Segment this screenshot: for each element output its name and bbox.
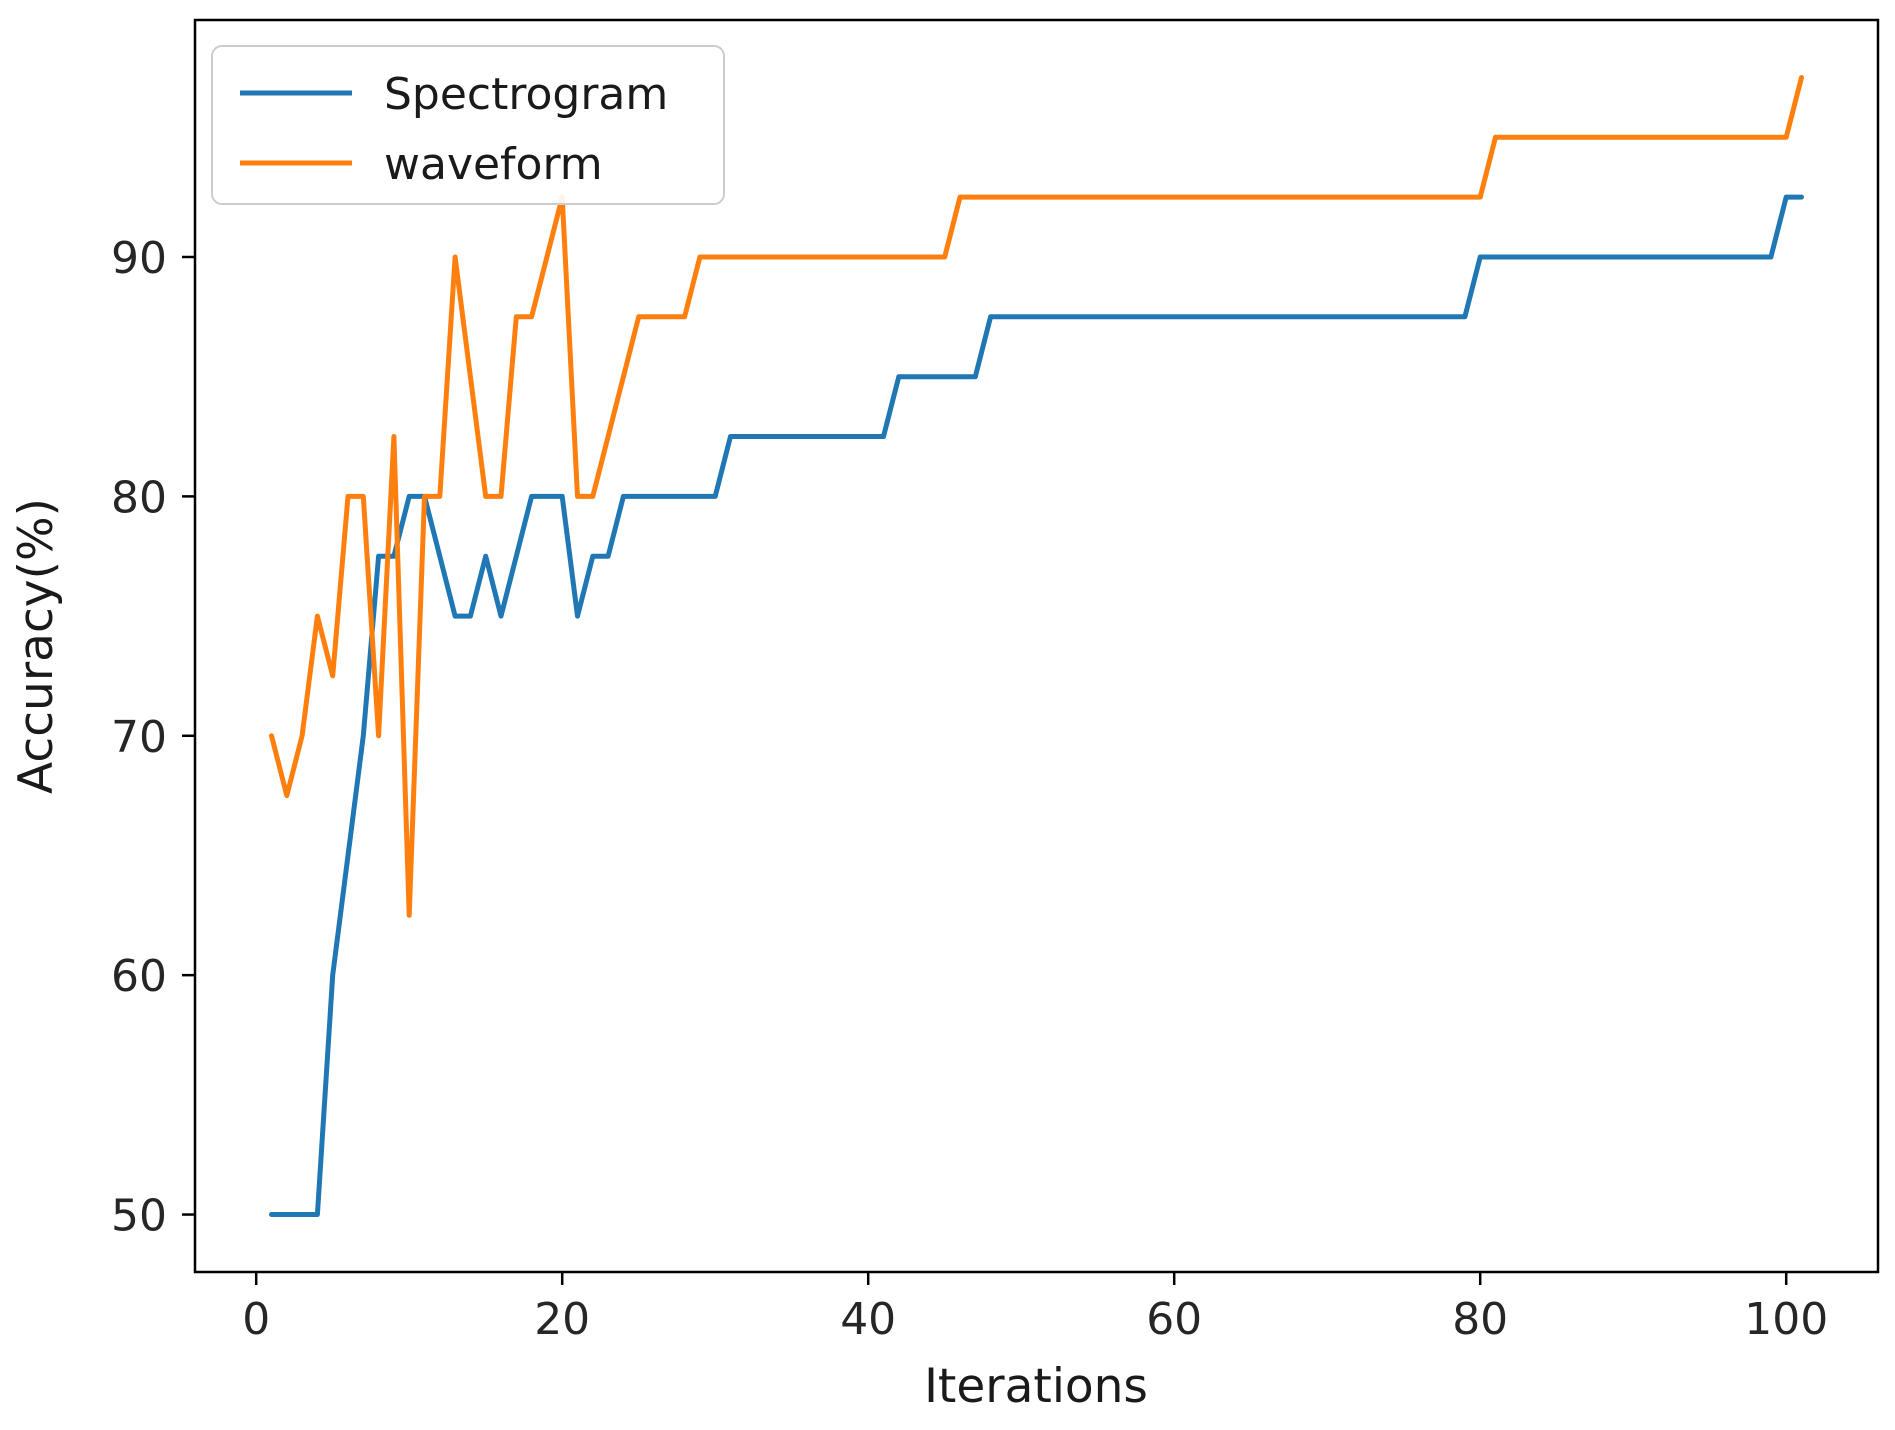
plot-area-border — [193, 18, 1880, 1274]
x-tick-label: 0 — [242, 1294, 270, 1345]
x-axis-label: Iterations — [924, 1359, 1148, 1414]
y-tick-label: 70 — [111, 712, 167, 763]
legend: Spectrogram waveform — [211, 45, 725, 205]
y-tick-label: 80 — [111, 472, 167, 523]
x-tick-label: 40 — [840, 1294, 896, 1345]
legend-label-waveform: waveform — [384, 139, 603, 190]
x-tick-label: 60 — [1146, 1294, 1202, 1345]
axis-ticks: 0 20 40 60 80 100 50 60 70 80 90 — [111, 233, 1828, 1345]
y-tick-label: 50 — [111, 1191, 167, 1242]
data-series — [269, 75, 1804, 1217]
x-tick-label: 100 — [1744, 1294, 1828, 1345]
y-tick-label: 60 — [111, 951, 167, 1002]
legend-label-spectrogram: Spectrogram — [384, 69, 668, 120]
series-line-spectrogram — [269, 194, 1804, 1217]
series-line-waveform — [269, 75, 1804, 918]
y-axis-label: Accuracy(%) — [9, 498, 64, 794]
x-tick-label: 80 — [1452, 1294, 1508, 1345]
x-tick-label: 20 — [534, 1294, 590, 1345]
y-tick-label: 90 — [111, 233, 167, 284]
